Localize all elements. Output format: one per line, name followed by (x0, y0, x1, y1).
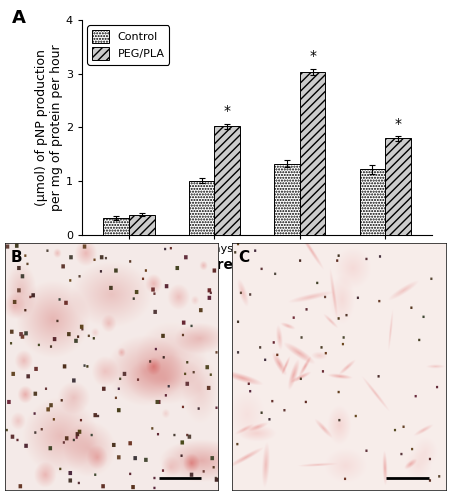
Text: *: * (224, 104, 231, 118)
Text: *: * (394, 117, 402, 131)
Bar (103, 218, 129, 235)
Y-axis label: (μmol) of pNP production
per mg of protein per hour: (μmol) of pNP production per mg of prote… (35, 44, 63, 211)
Bar (274, 163, 300, 235)
Text: *: * (309, 50, 316, 63)
Legend: Control, PEG/PLA: Control, PEG/PLA (87, 25, 169, 65)
Text: B: B (11, 250, 23, 265)
Text: C: C (238, 250, 250, 265)
Bar (359, 169, 385, 235)
Bar (300, 72, 325, 235)
Bar (189, 181, 214, 235)
X-axis label: Differentiation time: Differentiation time (179, 258, 335, 272)
Text: A: A (12, 9, 25, 27)
Bar (214, 126, 240, 235)
Bar (385, 138, 411, 235)
Bar (129, 215, 155, 235)
